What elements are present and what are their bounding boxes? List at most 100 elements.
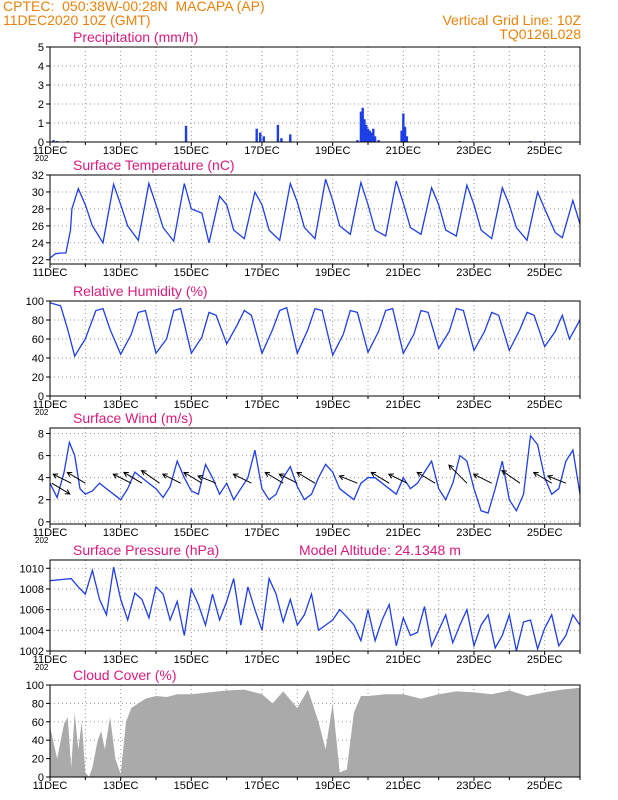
wind-line [49,434,581,514]
precip-bar [255,128,258,142]
wind-vector-head [472,473,479,479]
wind-vector [279,473,298,484]
x-tick-label: 11DEC [33,399,68,411]
x-tick-label: 13DEC [103,527,139,539]
wind-vector-head [264,471,271,477]
wind-vector-head [416,471,423,477]
x-tick-label: 25DEC [527,399,563,411]
x-tick-label: 25DEC [527,527,563,539]
x-tick-label: 25DEC [527,145,563,157]
wind-vector [448,464,468,484]
x-tick-label: 15DEC [174,399,210,411]
precip-bar [370,132,373,142]
x-tick-label: 19DEC [315,399,351,411]
x-tick-label: 19DEC [315,654,351,666]
precip-bar [262,136,265,142]
wind-vector-head [546,474,553,481]
wind-vector [264,471,284,484]
y-tick-label: 32 [32,170,44,182]
wind-vector [547,475,567,484]
precip-bar [259,132,262,142]
wind-vector-head [112,473,119,479]
pres-line [49,567,581,652]
precip-bar [184,125,188,142]
precip-bar [359,111,363,142]
y-tick-label: 1 [38,118,44,130]
x-tick-label: 17DEC [244,527,280,539]
precip-bar [289,134,292,142]
y-tick-label: 1004 [20,625,44,637]
precip-bar [363,119,366,142]
wind-vector [113,473,132,484]
x-tick-label: 17DEC [244,399,280,411]
wind-vector [388,473,408,484]
wind-vector-head [232,473,239,479]
y-tick-label: 0 [38,772,44,784]
precip-bar [280,138,283,142]
y-tick-label: 4 [38,473,44,485]
x-tick-label: 21DEC [386,780,422,792]
model-altitude-note: Model Altitude: 24.1348 m [299,542,461,558]
wind-vector-head [197,474,204,481]
x-tick-label: 25DEC [527,780,563,792]
x-tick-label: 15DEC [174,145,210,157]
x-year-label: 202 [35,536,49,545]
wind-vector-head [140,469,147,476]
temp-title: Surface Temperature (nC) [73,157,235,173]
x-tick-label: 19DEC [315,145,351,157]
wind-vector-head [64,489,71,495]
rh-line [49,302,581,358]
y-tick-label: 1002 [20,646,44,658]
x-tick-label: 23DEC [456,780,492,792]
wind-vector-head [66,471,73,477]
y-tick-label: 80 [32,698,44,710]
x-tick-label: 13DEC [103,267,139,279]
y-tick-label: 1010 [20,563,44,575]
precip-bar [405,136,409,142]
cloud-cover-area [50,687,580,777]
wind-vector [370,471,390,484]
x-tick-label: 19DEC [315,527,351,539]
plot-frame [49,174,581,265]
x-year-label: 202 [35,408,49,417]
y-tick-label: 22 [32,255,44,267]
precip-bar [276,124,280,142]
wind-vector [339,475,358,484]
y-tick-label: 40 [32,735,44,747]
x-tick-label: 13DEC [103,654,139,666]
precip-bar [365,124,368,142]
x-tick-label: 19DEC [315,267,351,279]
precip-bar [52,140,55,142]
wind-vector [52,473,72,484]
x-tick-label: 15DEC [174,527,210,539]
x-tick-label: 11DEC [33,267,68,279]
x-tick-label: 21DEC [386,267,422,279]
precip-bar [372,128,375,142]
precip-bar [366,128,370,142]
x-tick-label: 21DEC [386,399,422,411]
x-tick-label: 11DEC [33,527,68,539]
plot-frame [49,300,581,397]
x-tick-label: 13DEC [103,780,139,792]
plot-frame [49,46,581,143]
cloud-title: Cloud Cover (%) [73,667,176,683]
y-tick-label: 20 [32,372,44,384]
y-tick-label: 3 [38,80,44,92]
x-tick-label: 23DEC [456,399,492,411]
wind-vector-head [532,471,539,477]
y-tick-label: 28 [32,204,44,216]
y-tick-label: 60 [32,334,44,346]
y-tick-label: 8 [38,429,44,441]
plot-frame [49,684,581,778]
precip-bar [361,107,364,142]
y-tick-label: 2 [38,495,44,507]
x-tick-label: 15DEC [174,780,210,792]
y-tick-label: 40 [32,353,44,365]
x-tick-label: 17DEC [244,267,280,279]
wind-vector-head [183,471,189,477]
wind-vector-head [501,469,507,476]
wind-vector [162,473,181,484]
y-tick-label: 30 [32,187,44,199]
wind-vector [141,470,160,484]
